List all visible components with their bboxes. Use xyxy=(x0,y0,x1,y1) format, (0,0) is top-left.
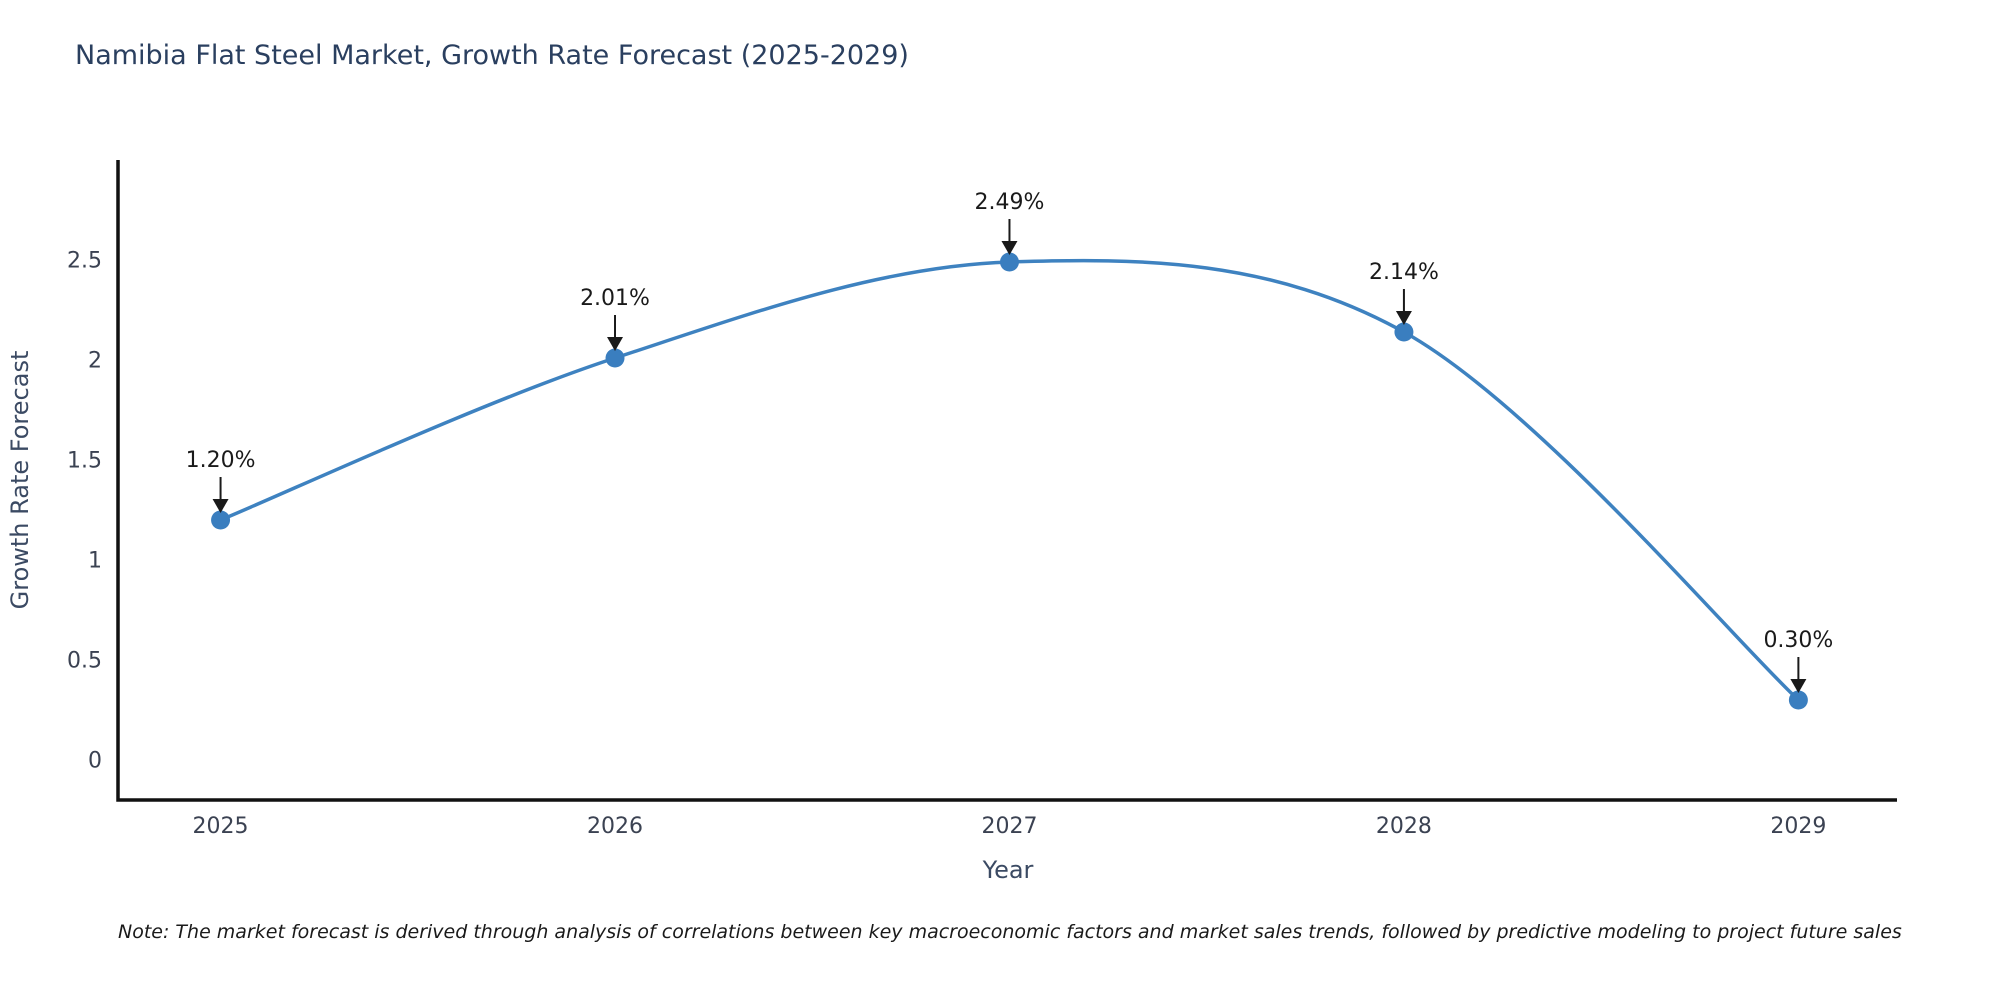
x-tick-label: 2028 xyxy=(1376,814,1432,839)
chart-title: Namibia Flat Steel Market, Growth Rate F… xyxy=(75,40,909,71)
data-point-label: 2.49% xyxy=(975,190,1045,215)
y-axis-title: Growth Rate Forecast xyxy=(6,351,34,610)
annotation-arrowhead xyxy=(212,499,229,513)
annotation-arrowhead xyxy=(607,337,624,351)
y-tick-label: 1.5 xyxy=(67,449,102,474)
x-tick-label: 2025 xyxy=(193,814,249,839)
data-point-marker[interactable] xyxy=(605,348,625,368)
x-tick-label: 2029 xyxy=(1770,814,1826,839)
data-point-marker[interactable] xyxy=(1788,690,1808,710)
footnote: Note: The market forecast is derived thr… xyxy=(118,921,1902,943)
y-tick-label: 2.5 xyxy=(67,249,102,274)
annotation-arrowhead xyxy=(1001,241,1018,255)
y-tick-label: 0 xyxy=(88,749,102,774)
data-point-marker[interactable] xyxy=(999,252,1019,272)
point-annotations: 1.20% 2.01% 2.49% 2.14% 0.30% xyxy=(186,190,1833,693)
y-tick-label: 1 xyxy=(88,549,102,574)
data-point-label: 1.20% xyxy=(186,448,256,473)
data-point-label: 2.01% xyxy=(580,286,650,311)
x-axis-title: Year xyxy=(982,856,1034,884)
data-point-marker[interactable] xyxy=(1394,322,1414,342)
y-tick-label: 2 xyxy=(88,349,102,374)
data-point-label: 0.30% xyxy=(1763,628,1833,653)
data-point-marker[interactable] xyxy=(211,510,231,530)
data-point-label: 2.14% xyxy=(1369,260,1439,285)
axis-ticks: 0 0.5 1 1.5 2 2.5 2025 2026 2027 2028 2029 xyxy=(67,249,1826,839)
axis-lines xyxy=(116,160,1897,802)
trend-line xyxy=(218,258,1801,702)
x-tick-label: 2026 xyxy=(587,814,643,839)
x-tick-label: 2027 xyxy=(981,814,1037,839)
annotation-arrowhead xyxy=(1395,311,1412,325)
axes xyxy=(116,160,1897,802)
annotation-arrowhead xyxy=(1790,679,1807,693)
plot-area xyxy=(211,252,1808,710)
y-tick-label: 0.5 xyxy=(67,649,102,674)
